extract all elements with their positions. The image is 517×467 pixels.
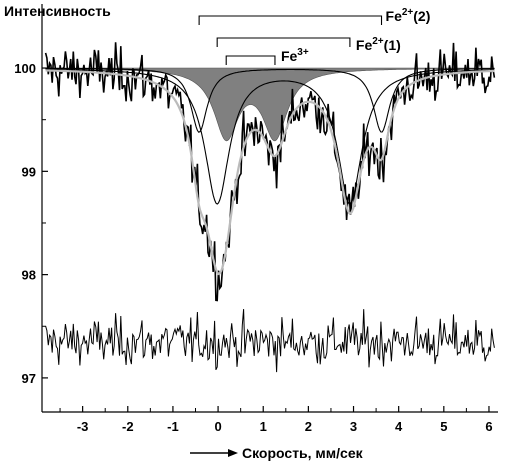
- x-tick-label: 5: [440, 419, 447, 434]
- site-brackets: Fe2+(2) Fe2+(1) Fe3+: [198, 7, 431, 65]
- site-label-fe2-1: Fe2+(1): [356, 36, 401, 53]
- x-tick-label: -2: [122, 419, 134, 434]
- axes: 97 98 99 100 -3 -2 -1 0 1 2 3 4 5 6: [14, 4, 498, 434]
- x-tick-label: 1: [260, 419, 267, 434]
- envelope-fit: [45, 69, 495, 276]
- bracket-fe3: [225, 55, 276, 65]
- y-tick-label: 98: [22, 268, 36, 283]
- x-tick-label: 0: [214, 419, 221, 434]
- x-tick-label: 4: [395, 419, 403, 434]
- x-axis-title: Скорость, мм/сек: [242, 445, 364, 461]
- x-axis-arrow: [190, 449, 238, 457]
- x-tick-label: -3: [77, 419, 89, 434]
- residual-trace: [45, 309, 495, 373]
- x-tick-label: 6: [485, 419, 492, 434]
- envelope-fit-line: [45, 69, 495, 276]
- y-tick-label: 97: [22, 371, 36, 386]
- bracket-fe2-2: [198, 15, 383, 25]
- x-tick-label: -1: [167, 419, 179, 434]
- y-tick-label: 100: [14, 61, 36, 76]
- x-tick-label: 2: [305, 419, 312, 434]
- y-axis-title: Интенсивность: [4, 3, 111, 19]
- bracket-fe2-1: [216, 37, 351, 47]
- site-label-fe2-2: Fe2+(2): [386, 7, 431, 24]
- x-tick-label: 3: [350, 419, 357, 434]
- y-tick-label: 99: [22, 164, 36, 179]
- site-label-fe3: Fe3+: [281, 47, 309, 64]
- residual-line: [45, 309, 495, 373]
